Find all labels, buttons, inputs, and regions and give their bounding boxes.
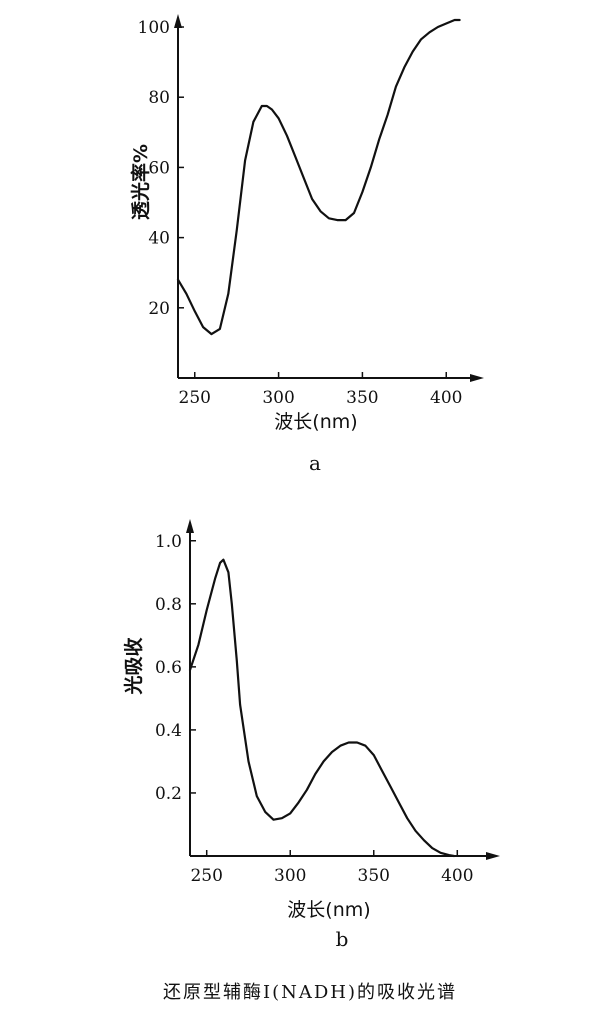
y-axis-arrow-icon — [186, 519, 194, 533]
series-line — [188, 558, 456, 858]
x-tick-label: 250 — [190, 866, 222, 886]
series-line — [176, 18, 461, 336]
y-axis-title: 透光率% — [129, 144, 152, 220]
x-tick-label: 400 — [441, 866, 473, 886]
x-axis-arrow-icon — [470, 374, 484, 382]
y-tick-label: 60 — [148, 158, 170, 178]
y-tick-label: 0.6 — [155, 658, 182, 678]
chart-panel-b: 250 300 350 400 0.2 0.4 0.6 0.8 1.0 波长(nm) 光吸收 — [122, 519, 500, 921]
figure-caption: 还原型辅酶Ⅰ(NADH)的吸收光谱 — [163, 982, 457, 1003]
y-tick-label: 1.0 — [155, 532, 182, 552]
panel-letter-a: a — [309, 451, 321, 475]
panel-letter-b: b — [336, 927, 349, 951]
x-axis-title: 波长(nm) — [287, 899, 370, 921]
x-tick-label: 400 — [430, 388, 462, 408]
y-tick-label: 100 — [138, 18, 170, 38]
x-axis-arrow-icon — [486, 852, 500, 860]
y-tick-label: 80 — [148, 88, 170, 108]
y-axis-title: 光吸收 — [122, 637, 145, 695]
x-tick-label: 350 — [346, 388, 378, 408]
y-tick-label: 40 — [148, 229, 170, 249]
y-tick-label: 20 — [148, 299, 170, 319]
chart-panel-a: 250 300 350 400 20 40 60 80 100 波长(nm) 透光率% — [129, 14, 484, 433]
y-tick-label: 0.2 — [155, 784, 182, 804]
x-tick-label: 300 — [262, 388, 294, 408]
y-tick-label: 0.8 — [155, 595, 182, 615]
x-tick-label: 250 — [179, 388, 211, 408]
x-axis-title: 波长(nm) — [274, 411, 357, 433]
x-tick-label: 350 — [358, 866, 390, 886]
y-axis-arrow-icon — [174, 14, 182, 28]
y-tick-label: 0.4 — [155, 721, 182, 741]
x-tick-label: 300 — [274, 866, 306, 886]
